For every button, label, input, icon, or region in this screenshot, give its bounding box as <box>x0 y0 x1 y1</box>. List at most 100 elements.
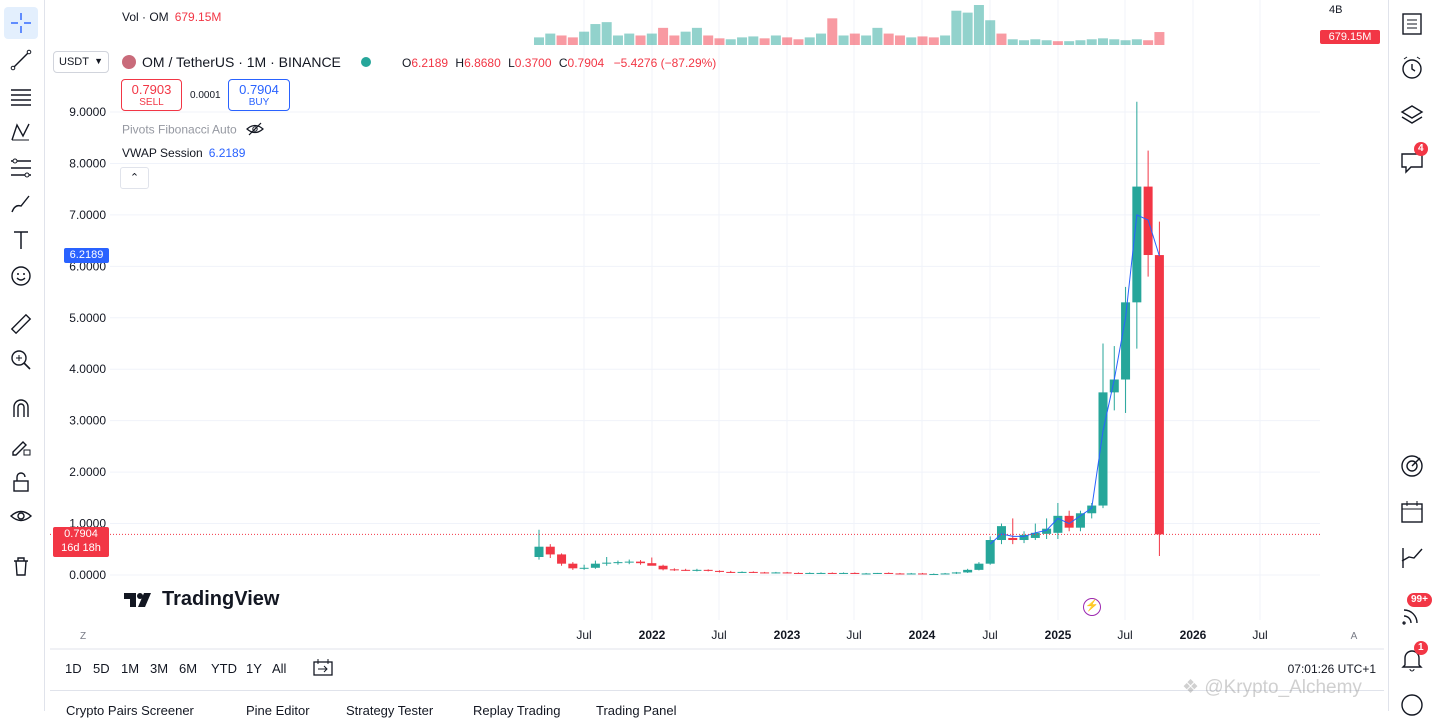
compare-range-icon[interactable] <box>312 659 334 682</box>
trend-line-icon[interactable] <box>4 44 38 76</box>
news-feed-icon[interactable]: 99+ <box>1397 593 1432 630</box>
x-tick-label: 2023 <box>774 628 801 642</box>
timeframe-all-button[interactable]: All <box>272 661 287 676</box>
candle-body <box>647 563 657 566</box>
volume-scale-top: 4B <box>1329 4 1343 16</box>
alert-clock-icon[interactable] <box>1397 53 1427 83</box>
volume-bar <box>759 38 770 45</box>
candle <box>974 562 984 571</box>
timeframe-6m-button[interactable]: 6M <box>179 661 198 676</box>
volume-bar <box>985 20 996 45</box>
x-tick-label: Jul <box>711 628 726 642</box>
crosshair-icon[interactable] <box>4 7 38 39</box>
chat-icon[interactable]: 4 <box>1397 142 1428 177</box>
candle-body <box>1042 528 1052 534</box>
candle-countdown: 16d 18h <box>61 542 101 554</box>
sell-button[interactable]: 0.7903 SELL <box>121 79 182 111</box>
timeframe-5d-button[interactable]: 5D <box>93 661 110 676</box>
indicator-fib-pivots[interactable]: Pivots Fibonacci Auto <box>122 122 264 139</box>
layers-icon[interactable] <box>1397 100 1427 130</box>
candle <box>1121 286 1131 413</box>
volume-bar <box>793 39 804 45</box>
lightning-event-icon[interactable]: ⚡ <box>1083 598 1101 616</box>
candle <box>624 559 634 565</box>
symbol-legend[interactable]: OM / TetherUS · 1M · BINANCE <box>122 54 371 70</box>
tradingview-logo-icon <box>124 592 151 607</box>
volume-bar <box>928 37 939 45</box>
zoom-reset-label[interactable]: Z <box>80 631 86 642</box>
watchlist-icon[interactable] <box>1397 9 1427 39</box>
help-icon[interactable] <box>1397 690 1427 720</box>
y-tick-label: 2.0000 <box>69 465 106 479</box>
candle-body <box>974 563 984 570</box>
volume-bar <box>725 39 736 45</box>
volume-bar <box>635 35 646 45</box>
hidden-eye-icon[interactable] <box>246 122 264 139</box>
auto-scale-label[interactable]: A <box>1351 631 1358 642</box>
volume-bar <box>849 33 860 45</box>
candle-body <box>827 572 837 574</box>
zoom-in-icon[interactable] <box>4 344 38 376</box>
sell-price: 0.7903 <box>131 82 172 97</box>
candle <box>703 569 713 572</box>
magnet-icon[interactable] <box>4 393 38 425</box>
volume-bar <box>962 12 973 45</box>
target-icon[interactable] <box>1397 451 1427 481</box>
horizontal-lines-icon[interactable] <box>4 80 38 112</box>
timeframe-1m-button[interactable]: 1M <box>121 661 140 676</box>
candle <box>545 544 555 559</box>
eye-icon[interactable] <box>4 500 38 532</box>
candle <box>1008 518 1018 545</box>
volume-bar <box>1064 41 1075 45</box>
volume-bar <box>973 5 984 45</box>
chevron-up-icon: ⌃ <box>129 172 140 184</box>
candle-body <box>748 571 758 573</box>
trash-icon[interactable] <box>4 550 38 582</box>
trend-chart-icon[interactable] <box>1397 543 1427 573</box>
fib-retracement-icon[interactable] <box>4 152 38 184</box>
candle <box>839 572 849 574</box>
ruler-icon[interactable] <box>4 308 38 340</box>
candle <box>613 560 623 565</box>
buy-button[interactable]: 0.7904 BUY <box>228 79 290 111</box>
utc-clock[interactable]: 07:01:26 UTC+1 <box>1287 662 1376 676</box>
candle-body <box>1008 537 1018 541</box>
candle <box>692 568 702 572</box>
candle <box>1064 510 1074 532</box>
calendar-icon[interactable] <box>1397 497 1427 527</box>
candle-body <box>940 573 950 575</box>
timeframe-3m-button[interactable]: 3M <box>150 661 169 676</box>
indicator-vwap[interactable]: VWAP Session 6.2189 <box>122 146 245 160</box>
tradingview-logo[interactable]: TradingView <box>124 588 279 611</box>
currency-select[interactable]: USDT ▼ <box>53 51 109 73</box>
brush-icon[interactable] <box>4 188 38 220</box>
candle <box>579 564 589 570</box>
emoji-icon[interactable] <box>4 260 38 292</box>
candle <box>985 536 995 565</box>
timeframe-1y-button[interactable]: 1Y <box>246 661 262 676</box>
candle-body <box>839 572 849 574</box>
collapse-legend-button[interactable]: ⌃ <box>120 167 149 189</box>
timeframe-ytd-button[interactable]: YTD <box>211 661 237 676</box>
volume-bar <box>894 35 905 45</box>
candle <box>658 564 668 571</box>
bottom-timeframe-bar: 1D 5D 1M 3M 6M YTD 1Y All 07:01:26 UTC+1 <box>50 655 1384 683</box>
volume-bar <box>827 18 838 45</box>
candle <box>669 568 679 571</box>
candle-body <box>737 571 747 573</box>
text-icon[interactable] <box>4 224 38 256</box>
draw-lock-pencil-icon[interactable] <box>4 430 38 462</box>
candle-body <box>1098 392 1108 506</box>
pattern-icon[interactable] <box>4 116 38 148</box>
candle <box>816 572 826 574</box>
timeframe-1d-button[interactable]: 1D <box>65 661 82 676</box>
volume-bar <box>534 37 544 45</box>
candle-body <box>1019 534 1029 541</box>
volume-bar <box>1041 40 1052 45</box>
bell-icon[interactable]: 1 <box>1397 641 1428 675</box>
candle-body <box>681 569 691 571</box>
watermark-text: @Krypto_Alchemy <box>1204 677 1362 698</box>
lock-icon[interactable] <box>4 466 38 498</box>
high-label: H <box>455 56 465 70</box>
close-label: C <box>558 56 568 70</box>
